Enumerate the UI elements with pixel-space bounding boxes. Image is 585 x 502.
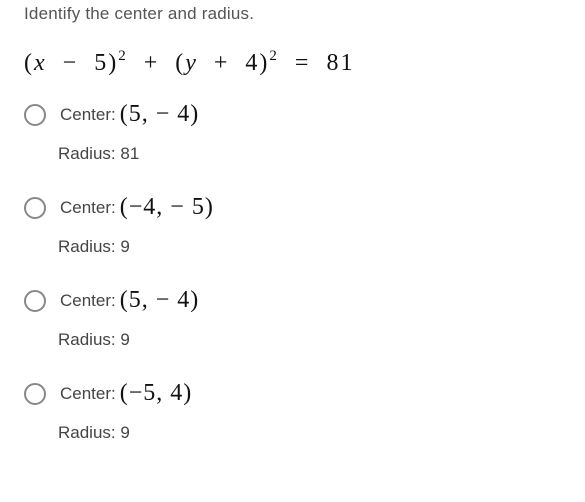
radius-label: Radius: 9 — [58, 237, 585, 257]
option-3[interactable]: Center: (5, − 4) Radius: 9 — [24, 287, 585, 350]
options-group: Center: (5, − 4) Radius: 81 Center: (−4,… — [24, 101, 585, 443]
question-prompt: Identify the center and radius. — [24, 4, 585, 24]
option-1[interactable]: Center: (5, − 4) Radius: 81 — [24, 101, 585, 164]
radio-icon[interactable] — [24, 197, 46, 219]
center-label: Center: — [60, 198, 116, 218]
option-4[interactable]: Center: (−5, 4) Radius: 9 — [24, 380, 585, 443]
radio-icon[interactable] — [24, 383, 46, 405]
center-value: (5, − 4) — [120, 101, 200, 128]
center-value: (−5, 4) — [120, 380, 193, 407]
center-value: (5, − 4) — [120, 287, 200, 314]
center-label: Center: — [60, 291, 116, 311]
equation: (x − 5)2 + (y + 4)2 = 81 — [24, 48, 585, 77]
radius-label: Radius: 9 — [58, 423, 585, 443]
radio-icon[interactable] — [24, 290, 46, 312]
radio-icon[interactable] — [24, 104, 46, 126]
question-container: Identify the center and radius. (x − 5)2… — [0, 0, 585, 443]
option-2[interactable]: Center: (−4, − 5) Radius: 9 — [24, 194, 585, 257]
radius-label: Radius: 9 — [58, 330, 585, 350]
center-label: Center: — [60, 105, 116, 125]
center-label: Center: — [60, 384, 116, 404]
center-value: (−4, − 5) — [120, 194, 214, 221]
radius-label: Radius: 81 — [58, 144, 585, 164]
